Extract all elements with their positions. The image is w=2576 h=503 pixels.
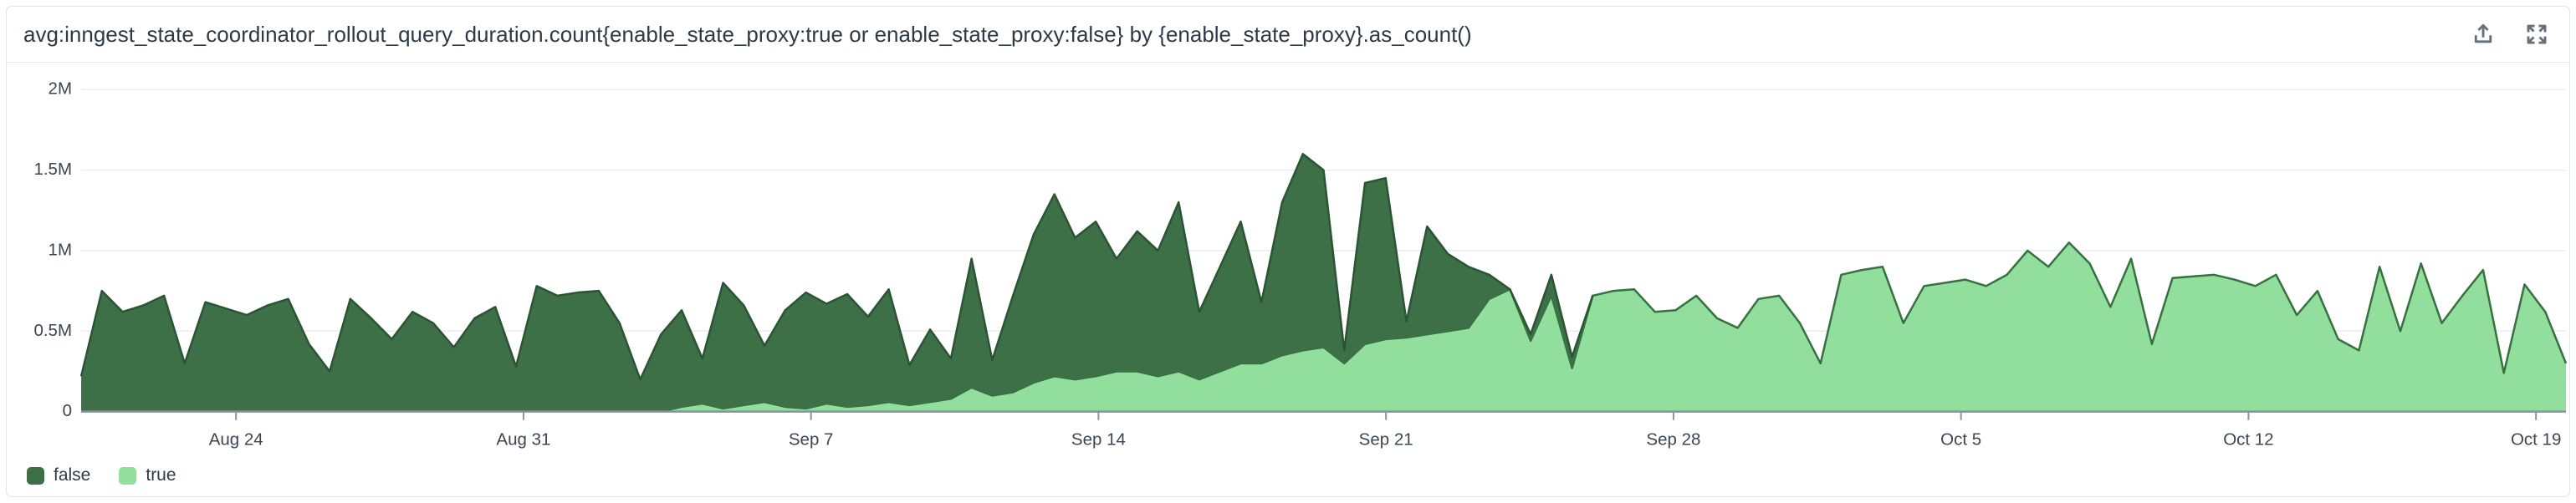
- share-icon: [2474, 23, 2492, 43]
- widget-actions: [2469, 20, 2551, 48]
- y-axis-label: 1.5M: [33, 160, 72, 179]
- legend-label: true: [146, 465, 176, 485]
- y-axis-label: 0.5M: [33, 321, 72, 340]
- x-axis-label: Sep 28: [1646, 429, 1700, 449]
- fullscreen-button[interactable]: [2522, 20, 2551, 48]
- share-export-button[interactable]: [2469, 20, 2497, 48]
- area-series-false: [81, 154, 2566, 412]
- legend-item-true[interactable]: true: [119, 465, 176, 485]
- chart-region[interactable]: 0 0.5M 1M 1.5M 2M Aug 24 Aug 31 Sep 7 Sep 14 Sep …: [7, 63, 2569, 455]
- x-axis-label: Oct 12: [2223, 429, 2273, 449]
- x-axis-label: Sep 21: [1359, 429, 1413, 449]
- x-axis-label: Sep 14: [1071, 429, 1126, 449]
- widget-title: avg:inngest_state_coordinator_rollout_qu…: [23, 21, 1472, 47]
- timeseries-chart[interactable]: 0 0.5M 1M 1.5M 2M Aug 24 Aug 31 Sep 7 Sep 14 Sep …: [7, 63, 2569, 455]
- legend-swatch-false: [27, 466, 44, 485]
- y-axis-label: 1M: [49, 240, 72, 259]
- area-series-true: [81, 242, 2566, 412]
- x-axis-label: Oct 19: [2511, 429, 2561, 449]
- metric-widget-card: avg:inngest_state_coordinator_rollout_qu…: [6, 6, 2570, 497]
- legend-item-false[interactable]: false: [27, 465, 90, 485]
- chart-legend: false true: [7, 455, 2569, 496]
- legend-swatch-true: [119, 466, 137, 485]
- x-axis-label: Sep 7: [789, 429, 834, 449]
- area-outline-false: [79, 153, 1594, 381]
- y-axis-label: 0: [63, 401, 72, 420]
- x-axis-label: Aug 24: [209, 429, 263, 449]
- area-outline-true: [661, 241, 2568, 413]
- widget-header: avg:inngest_state_coordinator_rollout_qu…: [7, 7, 2569, 63]
- legend-label: false: [54, 465, 91, 485]
- x-axis-label: Aug 31: [496, 429, 550, 449]
- y-axis-label: 2M: [49, 79, 72, 99]
- x-axis-label: Oct 5: [1940, 429, 1981, 449]
- expand-icon: [2527, 24, 2547, 44]
